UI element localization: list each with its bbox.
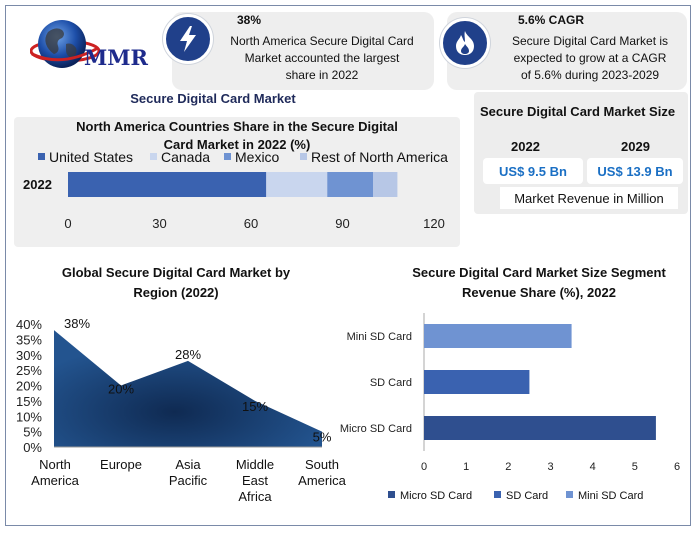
legend-label: Mexico [235,149,280,165]
data-label: 28% [175,347,201,362]
card-body-line: Secure Digital Card Market is [511,34,669,48]
lightning-bolt-icon [180,26,196,52]
chart-title-line: Secure Digital Card Market Size Segment [412,265,666,280]
x-tick-label: Asia Pacific [169,457,208,488]
stat-icon-circle [440,18,490,68]
legend-swatch [38,153,45,160]
y-tick-label: SD Card [370,377,412,389]
x-tick-label: Europe [100,457,142,472]
legend-label: Micro SD Card [400,490,472,502]
segment-horizontal-bar-chart: Micro SD Card SD Card Mini SD Card 0 1 2 3 4 5 6 M… [340,313,680,502]
legend-swatch [388,491,395,498]
market-size-footnote: Market Revenue in Million [500,187,678,209]
flame-icon [456,31,474,55]
card-body-line: of 5.6% during 2023-2029 [520,68,660,82]
legend-label: United States [49,149,133,165]
category-label: 2022 [23,177,52,192]
x-tick-label: 4 [590,461,596,473]
y-tick-label: 30% [16,348,42,363]
x-tick-label: 1 [463,461,469,473]
value-2022: US$ 9.5 Bn [483,158,583,184]
card-headline: 5.6% CAGR [518,13,585,27]
legend-swatch [224,153,231,160]
y-tick-label: 15% [16,394,42,409]
chart-title-line: Region (2022) [133,285,219,300]
y-tick-label: 20% [16,379,42,394]
y-tick-label: 10% [16,409,42,424]
card-headline: 38% [237,13,262,27]
value-2029: US$ 13.9 Bn [587,158,683,184]
x-tick-label: 3 [547,461,553,473]
y-tick-label: 5% [23,425,42,440]
y-tick-label: Mini SD Card [347,331,412,343]
bar [424,416,656,440]
data-label: 5% [313,430,332,445]
mmr-logo [29,14,160,80]
x-tick-label: 0 [64,216,71,231]
x-tick-label: 2 [505,461,511,473]
card-body-line: North America Secure Digital Card [230,34,414,48]
y-tick-label: 0% [23,440,42,455]
y-tick-label: 25% [16,363,42,378]
bar-segment [327,172,373,197]
legend-swatch [150,153,157,160]
bar-segment [68,172,267,197]
legend-label: Rest of North America [311,149,448,165]
data-label: 38% [64,316,90,331]
logo-text: MMR [84,45,148,70]
legend-swatch [566,491,573,498]
legend-label: Canada [161,149,210,165]
north-america-stacked-bar-chart: United States Canada Mexico Rest of North A… [23,149,448,231]
stat-card-share [172,12,434,90]
x-tick-label: 30 [152,216,166,231]
x-tick-label: 5 [632,461,638,473]
chart-title-line: Revenue Share (%), 2022 [462,285,616,300]
legend-swatch [494,491,501,498]
area-series [54,330,322,447]
x-tick-label: 90 [335,216,349,231]
year-2022-label: 2022 [511,139,540,154]
bar-segment [373,172,398,197]
legend-label: Mini SD Card [578,490,643,502]
year-2029-label: 2029 [621,139,650,154]
globe-icon [29,20,101,68]
x-tick-label: 60 [244,216,258,231]
card-body-line: Market accounted the largest [244,51,400,65]
market-size-title: Secure Digital Card Market Size [480,104,676,119]
bar-segment [266,172,328,197]
x-tick-label: 0 [421,461,427,473]
x-tick-label: 6 [674,461,680,473]
data-label: 20% [108,382,134,397]
x-tick-label: South America [298,457,346,488]
stat-icon-circle [163,14,213,64]
bar [424,370,530,394]
chart-title-line: North America Countries Share in the Sec… [76,119,398,134]
legend-label: SD Card [506,490,548,502]
section-title: Secure Digital Card Market [130,91,296,106]
region-area-chart: 0%5%10%15%20%25%30%35%40% 38%20%28%15%5%N… [16,316,346,504]
x-tick-label: Middle East Africa [236,457,274,504]
chart-title-line: Global Secure Digital Card Market by [61,265,291,280]
x-tick-label: North America [31,457,79,488]
card-body-line: expected to grow at a CAGR [513,51,667,65]
y-tick-label: Micro SD Card [340,423,412,435]
x-tick-label: 120 [423,216,445,231]
data-label: 15% [242,399,268,414]
chart-title-line: Card Market in 2022 (%) [163,137,311,152]
card-body-line: share in 2022 [285,68,359,82]
y-tick-label: 35% [16,332,42,347]
legend-swatch [300,153,307,160]
y-tick-label: 40% [16,317,42,332]
bar [424,324,572,348]
